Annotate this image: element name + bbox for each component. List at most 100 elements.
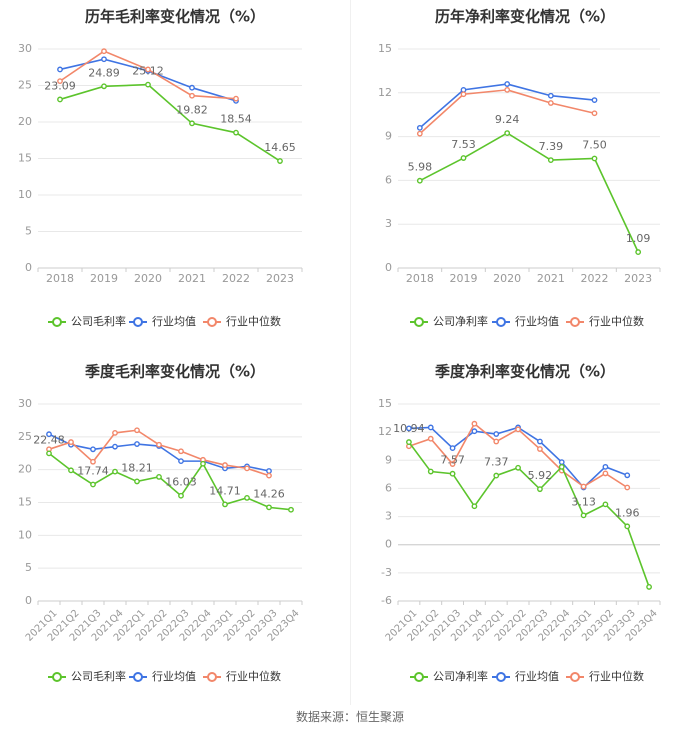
legend-item-median: 行业中位数 <box>566 669 644 683</box>
legend-label: 公司毛利率 <box>71 314 126 328</box>
point-company <box>266 504 272 511</box>
legend-label: 行业均值 <box>515 315 559 328</box>
legend-item-median: 行业中位数 <box>566 314 644 328</box>
point-avg <box>57 66 63 73</box>
point-avg <box>112 443 118 450</box>
point-avg <box>406 425 412 432</box>
data-label: 7.37 <box>484 456 509 469</box>
y-tick-label: 25 <box>18 79 32 92</box>
data-label: 16.03 <box>165 476 197 489</box>
data-label: 1.09 <box>626 232 651 245</box>
point-median <box>68 439 74 445</box>
point-company <box>624 523 631 530</box>
legend-item-avg: 行业均值 <box>129 315 196 328</box>
x-tick-label: 2021 <box>178 272 206 285</box>
legend-label: 行业中位数 <box>226 669 281 683</box>
x-tick-label: 2018 <box>406 272 434 285</box>
chart-title: 历年净利率变化情况（%） <box>435 8 615 26</box>
point-company <box>277 158 283 164</box>
point-company <box>233 129 239 136</box>
point-median <box>222 462 228 468</box>
series-line-company <box>48 452 292 511</box>
point-company <box>471 503 478 510</box>
y-tick-label: 0 <box>25 261 32 274</box>
point-company <box>591 155 598 162</box>
legend-label: 行业均值 <box>515 670 559 683</box>
data-label: 14.65 <box>264 141 296 154</box>
legend-item-company: 公司净利率 <box>410 669 488 683</box>
point-company <box>558 463 565 470</box>
point-avg <box>547 92 554 99</box>
data-source: 数据来源：恒生聚源 <box>295 710 404 724</box>
data-label: 9.24 <box>495 113 520 126</box>
legend-label: 公司净利率 <box>433 314 488 328</box>
legend-label: 行业中位数 <box>589 669 644 683</box>
y-tick-label: 9 <box>385 130 392 143</box>
point-avg <box>178 458 184 465</box>
y-tick-label: 5 <box>25 225 32 238</box>
point-avg <box>493 431 500 437</box>
point-company <box>580 512 587 519</box>
x-tick-label: 2019 <box>450 272 478 285</box>
point-company <box>288 506 294 513</box>
point-median <box>156 441 162 448</box>
legend-marker <box>570 672 580 682</box>
point-avg <box>471 428 478 435</box>
x-tick-label: 2022 <box>581 272 609 285</box>
chart-title: 季度净利率变化情况（%） <box>435 363 615 381</box>
point-avg <box>90 446 96 453</box>
x-tick-label: 2022 <box>222 272 250 285</box>
point-company <box>602 501 609 508</box>
y-tick-label: -6 <box>381 594 392 607</box>
y-tick-label: 25 <box>18 430 32 443</box>
x-tick-label: 2023 <box>624 272 652 285</box>
point-avg <box>591 97 598 104</box>
point-avg <box>558 459 565 466</box>
y-tick-label: 20 <box>18 115 32 128</box>
point-avg <box>416 124 423 131</box>
point-median <box>90 458 96 465</box>
series-line-company <box>408 441 650 588</box>
legend-marker <box>133 317 143 327</box>
data-label: 5.92 <box>528 469 553 482</box>
point-company <box>189 120 195 127</box>
point-avg <box>602 463 609 470</box>
x-tick-label: 2020 <box>134 272 162 285</box>
legend-label: 公司毛利率 <box>71 669 126 683</box>
y-tick-label: 15 <box>378 42 392 55</box>
point-company <box>46 450 52 457</box>
point-company <box>244 495 250 501</box>
point-avg <box>427 424 434 431</box>
point-median <box>134 427 140 434</box>
point-median <box>101 48 107 55</box>
chart-3: 季度毛利率变化情况（%）0510152025302021Q12021Q22021… <box>18 363 303 683</box>
y-tick-label: 20 <box>18 463 32 476</box>
legend-label: 行业均值 <box>152 315 196 328</box>
legend-item-company: 公司净利率 <box>410 314 488 328</box>
point-company <box>90 481 96 488</box>
series-line-company <box>419 132 639 253</box>
data-label: 22.48 <box>33 433 65 446</box>
y-tick-label: 0 <box>385 538 392 551</box>
x-tick-label: 2020 <box>493 272 521 285</box>
point-avg <box>504 81 511 87</box>
legend-marker <box>207 672 217 682</box>
point-company <box>200 460 206 467</box>
point-company <box>68 467 74 474</box>
y-tick-label: 6 <box>385 481 392 494</box>
point-avg <box>266 468 272 474</box>
y-tick-label: 15 <box>378 397 392 410</box>
point-avg <box>134 441 140 447</box>
legend-item-company: 公司毛利率 <box>48 314 126 328</box>
point-company <box>547 157 554 164</box>
point-company <box>493 472 500 479</box>
point-company <box>406 439 412 445</box>
point-company <box>57 96 63 103</box>
y-tick-label: 5 <box>25 561 32 574</box>
chart-2: 历年净利率变化情况（%） 0 3 6 9 12 15 2018 2019 2020 2021 2022… <box>378 8 661 328</box>
x-tick-label: 2021 <box>537 272 565 285</box>
y-tick-label: 3 <box>385 510 392 523</box>
chart-4: 季度净利率变化情况（%）-6-3036912152021Q12021Q22021… <box>378 363 661 683</box>
point-median <box>427 435 434 442</box>
point-company <box>112 468 118 475</box>
